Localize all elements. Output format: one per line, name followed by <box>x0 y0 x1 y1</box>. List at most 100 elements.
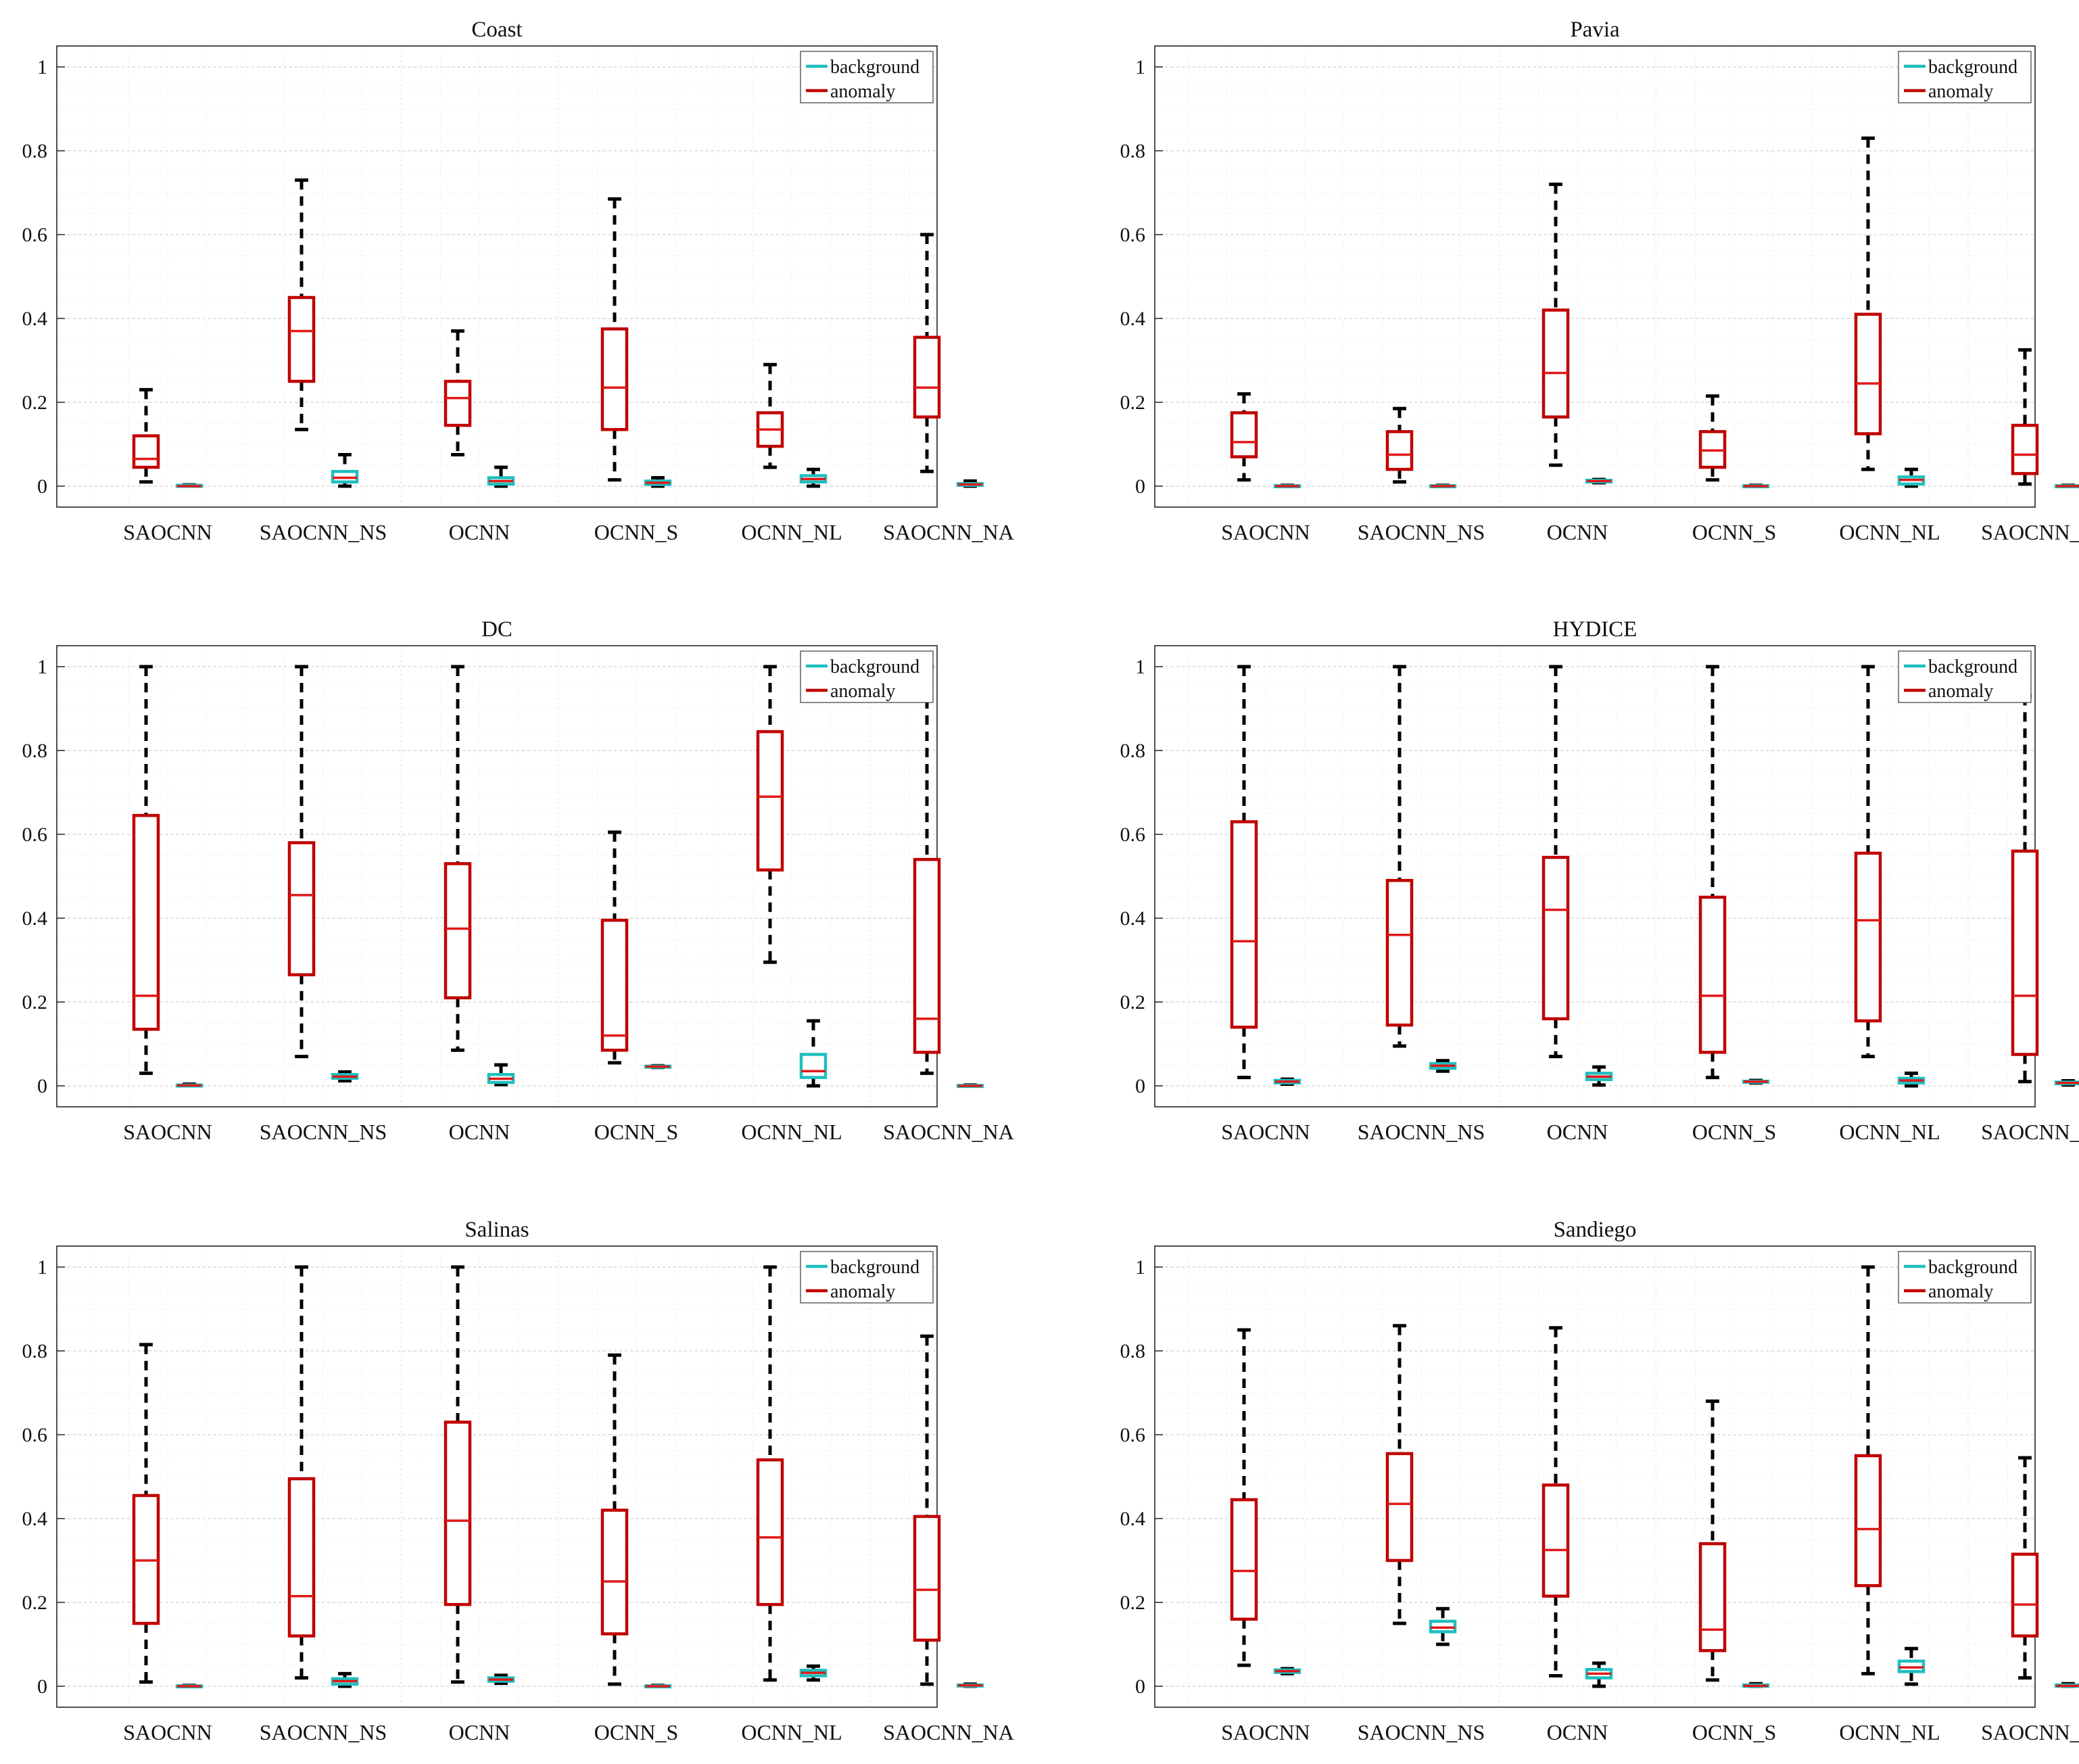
legend: background anomaly <box>1898 1251 2032 1304</box>
background-box <box>644 1064 672 1070</box>
iqr-box <box>600 327 629 431</box>
x-tick-label: SAOCNN_NS <box>1358 1720 1485 1744</box>
anomaly-box <box>444 665 472 1052</box>
iqr-box <box>2011 423 2039 475</box>
anomaly-box <box>132 1343 160 1684</box>
y-tick-label: 0 <box>1135 1075 1145 1097</box>
anomaly-box <box>1230 1328 1258 1667</box>
x-tick-label: SAOCNN <box>123 1120 212 1144</box>
anomaly-box <box>756 1265 784 1682</box>
x-tick-label: OCNN <box>449 1720 510 1744</box>
anomaly-box <box>1698 1399 1727 1682</box>
y-tick-label: 1 <box>1135 56 1145 78</box>
background-box <box>1742 1682 1770 1688</box>
anomaly-box <box>1854 665 1882 1059</box>
anomaly-box <box>1542 183 1570 467</box>
legend-label-anomaly: anomaly <box>1928 681 1993 702</box>
chart-title: Coast <box>471 18 522 42</box>
anomaly-box <box>1385 406 1414 484</box>
x-tick-label: OCNN_S <box>1692 1720 1776 1744</box>
y-tick-label: 0 <box>37 475 47 498</box>
x-tick-label: SAOCNN_NA <box>1981 1720 2079 1744</box>
iqr-box <box>913 335 941 419</box>
iqr-box <box>1385 430 1414 471</box>
iqr-box <box>1698 1542 1727 1652</box>
anomaly-box <box>2011 694 2039 1084</box>
y-tick-label: 0.4 <box>1120 308 1146 330</box>
anomaly-box <box>756 362 784 469</box>
y-tick-label: 0 <box>37 1075 47 1097</box>
legend-box <box>1898 650 2032 703</box>
chart-title: Pavia <box>1570 18 1620 42</box>
y-tick-label: 0.2 <box>22 391 48 414</box>
y-tick-label: 0.2 <box>22 991 48 1014</box>
x-tick-label: SAOCNN <box>123 520 212 544</box>
y-tick-label: 0.4 <box>22 1508 48 1530</box>
anomaly-box <box>2011 348 2039 486</box>
anomaly-box <box>1854 136 1882 471</box>
axes-frame <box>1154 1245 2036 1708</box>
y-tick-label: 0.8 <box>22 140 48 162</box>
minor-grid <box>57 646 937 1107</box>
chart-panel-salinas: 0 0.2 0.4 0.6 0.8 1 Salinas SAOCNN SAOCNN_NS OCNN… <box>22 1218 1014 1744</box>
anomaly-box <box>1385 665 1414 1048</box>
iqr-box <box>1385 1452 1414 1563</box>
legend-box <box>800 650 934 703</box>
background-box <box>2054 1079 2079 1087</box>
x-tick-label: OCNN_S <box>1692 1120 1776 1144</box>
x-tick-label: OCNN_S <box>594 520 678 544</box>
iqr-box <box>600 1508 629 1636</box>
background-box <box>1273 1077 1301 1087</box>
chart-panel-dc: 0 0.2 0.4 0.6 0.8 1 DC SAOCNN SAOCNN_NS OCNN OCNN_… <box>22 617 1014 1144</box>
x-tick-label: OCNN_NL <box>741 520 842 544</box>
legend: background anomaly <box>1898 51 2032 103</box>
background-box <box>1429 1606 1457 1646</box>
legend-box <box>1898 1251 2032 1304</box>
anomaly-box <box>444 329 472 456</box>
y-tick-label: 0.8 <box>1120 740 1146 762</box>
background-box <box>175 483 204 488</box>
iqr-box <box>799 1053 828 1079</box>
iqr-box <box>287 295 316 383</box>
x-tick-label: SAOCNN_NA <box>1981 1120 2079 1144</box>
background-box <box>1897 467 1926 488</box>
minor-grid <box>1155 646 2035 1107</box>
anomaly-box <box>913 1334 941 1686</box>
iqr-box <box>1542 308 1570 419</box>
legend-label-anomaly: anomaly <box>1928 1281 1993 1302</box>
legend-label-background: background <box>830 1257 919 1278</box>
background-box <box>487 465 515 488</box>
y-tick-label: 1 <box>1135 656 1145 678</box>
y-tick-label: 0.8 <box>1120 140 1146 162</box>
background-box <box>1273 1667 1301 1675</box>
chart-panel-hydice: 0 0.2 0.4 0.6 0.8 1 HYDICE SAOCNN SAOCNN_NS OCNN O… <box>1120 617 2079 1144</box>
y-tick-label: 0.6 <box>1120 1424 1146 1446</box>
iqr-box <box>2011 849 2039 1056</box>
y-tick-label: 0.4 <box>22 907 48 930</box>
anomaly-box <box>132 387 160 484</box>
legend-label-anomaly: anomaly <box>830 1281 895 1302</box>
anomaly-box <box>287 665 316 1059</box>
minor-grid <box>57 46 937 507</box>
y-tick-label: 0 <box>1135 475 1145 498</box>
y-tick-label: 0.6 <box>22 824 48 846</box>
iqr-box <box>1854 1454 1882 1588</box>
x-tick-label: OCNN <box>449 520 510 544</box>
x-tick-label: OCNN <box>1547 1120 1608 1144</box>
iqr-box <box>913 857 941 1054</box>
anomaly-box <box>913 233 941 473</box>
background-box <box>1897 1646 1926 1686</box>
y-tick-label: 0.2 <box>22 1592 48 1614</box>
x-tick-label: OCNN <box>449 1120 510 1144</box>
y-tick-label: 0.8 <box>22 740 48 762</box>
legend: background anomaly <box>800 650 934 703</box>
background-box <box>1585 1065 1613 1087</box>
iqr-box <box>132 813 160 1031</box>
legend-label-background: background <box>830 57 919 78</box>
legend-label-background: background <box>1928 1257 2017 1278</box>
x-tick-label: SAOCNN_NS <box>260 1720 387 1744</box>
y-tick-label: 0 <box>37 1675 47 1698</box>
x-tick-label: SAOCNN_NS <box>1358 520 1485 544</box>
iqr-box <box>756 1458 784 1606</box>
